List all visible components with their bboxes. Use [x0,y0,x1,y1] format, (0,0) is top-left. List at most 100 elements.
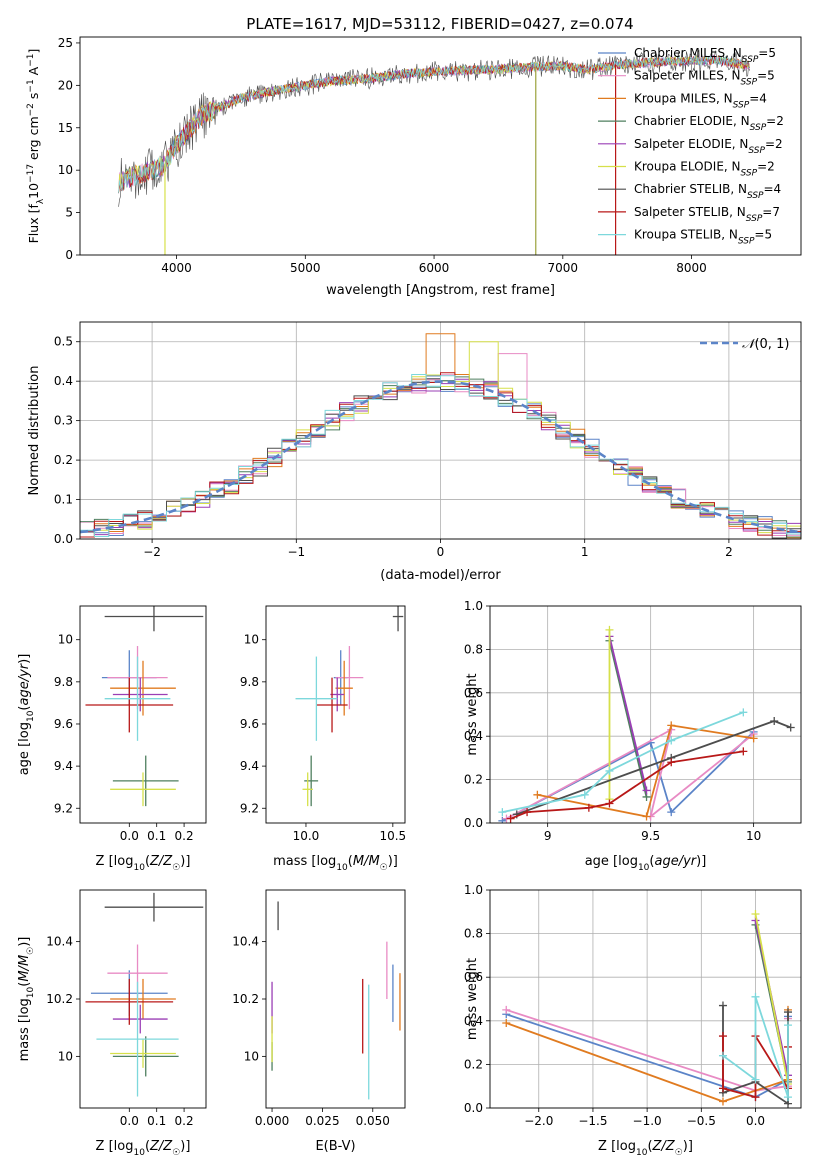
x-tick-label: 2 [725,545,733,559]
y-tick-label: 10.4 [232,935,259,949]
mass_vs_Z-frame [79,889,207,1109]
weight-marker [718,1097,727,1106]
weight-marker [718,1001,727,1010]
x-tick-label: 4000 [161,261,192,275]
mass_vs_ebv-frame [265,889,406,1109]
y-tick-label: 9.6 [240,717,259,731]
legend-label: Chabrier STELIB, NSSP=4 [634,182,781,201]
x-tick-label: 0.2 [175,829,194,843]
y-tick-label: 0.8 [464,927,483,941]
legend-label: Kroupa STELIB, NSSP=5 [634,228,772,247]
weight-series [608,636,648,791]
spectrum-xlabel: wavelength [Angstrom, rest frame] [326,283,555,298]
histogram-legend-label: 𝒩(0, 1) [742,337,789,352]
y-tick-label: 10 [58,1049,73,1063]
x-tick-label: 0.1 [147,829,166,843]
weight-series [501,731,755,822]
weight-marker [533,790,542,799]
x-tick-label: 9 [544,829,552,843]
age_vs_Z-frame [79,605,207,824]
weight-marker [786,723,795,732]
age_vs_Z-xlabel: Z [log10(Z/Z☉)] [96,854,191,873]
x-tick-label: −2.0 [524,1114,553,1128]
y-tick-label: 5 [65,206,73,220]
weight-series [608,640,648,798]
spectrum-axes: 4000 5000 6000 7000 8000 0 5 10 15 20 25 [58,36,707,275]
y-tick-label: 10 [58,633,73,647]
age_vs_mass-points [295,606,404,807]
weight-marker [667,736,676,745]
y-tick-label: 0.6 [464,970,483,984]
weight-marker [502,1018,511,1027]
y-tick-label: 1.0 [464,883,483,897]
x-tick-label: 0.000 [255,1114,289,1128]
weight-marker [580,790,589,799]
y-tick-label: 9.6 [54,717,73,731]
y-tick-label: 0.4 [464,1014,483,1028]
weight-series [510,750,744,820]
y-tick-label: 0.8 [464,642,483,656]
y-tick-label: 0.4 [54,374,73,388]
y-tick-label: 9.8 [240,675,259,689]
weight_vs_age-xlabel: age [log10(age/yr)] [585,854,707,873]
weight_vs_Z-axes: −2.0 −1.5 −1.0 −0.5 0.0 0.0 0.2 0.4 0.6 0.8 1.0 [464,883,801,1128]
y-tick-label: 0.2 [54,453,73,467]
weight_vs_age-axes: 9 9.5 10 0.0 0.2 0.4 0.6 0.8 1.0 [464,599,801,843]
x-tick-label: 6000 [419,261,450,275]
y-tick-label: 0.2 [464,1057,483,1071]
legend-label: Chabrier MILES, NSSP=5 [634,46,776,65]
spectrum-ylabel: Flux [fλ10−17 erg cm−2 s−1 A−1] [26,49,46,244]
y-tick-label: 0.1 [54,493,73,507]
age_vs_Z-axes: 0.0 0.1 0.2 9.2 9.4 9.6 9.8 10 [54,633,194,843]
x-tick-label: 10.5 [379,829,406,843]
x-tick-label: 0.025 [305,1114,339,1128]
weight-marker [739,708,748,717]
weight-marker [667,721,676,730]
mass_vs_ebv-points [271,901,401,1100]
mass_vs_Z-axes: 0.0 0.1 0.2 10 10.2 10.4 [46,935,193,1128]
y-tick-label: 10.4 [46,935,73,949]
x-tick-label: 7000 [548,261,579,275]
y-tick-label: 0.5 [54,335,73,349]
weight-marker [751,909,760,918]
weight-marker [718,1032,727,1041]
weight-marker [605,799,614,808]
weight-marker [739,747,748,756]
legend-label: Kroupa MILES, NSSP=4 [634,91,767,110]
weight_vs_Z-frame [489,889,802,1109]
mass_vs_Z-ylabel: mass [log10(M/M☉)] [17,937,36,1062]
y-tick-label: 0.2 [464,773,483,787]
weight-marker [751,992,760,1001]
y-tick-label: 0 [65,248,73,262]
y-tick-label: 20 [58,78,73,92]
weight_vs_Z-lines [502,909,792,1108]
mass_vs_Z-xlabel: Z [log10(Z/Z☉)] [96,1139,191,1158]
x-tick-label: −1 [287,545,305,559]
y-tick-label: 1.0 [464,599,483,613]
histogram-xlabel: (data-model)/error [380,568,501,583]
weight-marker [502,1005,511,1014]
y-tick-label: 0.6 [464,686,483,700]
spectrum-frame [79,36,802,256]
spectrum-legend: Chabrier MILES, NSSP=5 Salpeter MILES, NS… [598,46,784,247]
legend-label: Salpeter ELODIE, NSSP=2 [634,137,783,156]
weight-marker [523,808,532,817]
weight-marker [605,766,614,775]
weight-marker [667,808,676,817]
y-tick-label: 15 [58,121,73,135]
x-tick-label: 5000 [290,261,321,275]
weight-marker [584,803,593,812]
x-tick-label: 10.0 [293,829,320,843]
x-tick-label: 0.1 [147,1114,166,1128]
legend-label: Salpeter STELIB, NSSP=7 [634,205,780,224]
y-tick-label: 9.2 [240,801,259,815]
weight_vs_Z-xlabel: Z [log10(Z/Z☉)] [598,1139,693,1158]
age_vs_mass-xlabel: mass [log10(M/M☉)] [273,854,398,873]
histogram-steps [80,333,801,539]
x-tick-label: 1 [581,545,589,559]
weight-marker [783,1021,792,1030]
weight-marker [506,814,515,823]
x-tick-label: 0.0 [120,829,139,843]
y-tick-label: 0.0 [54,532,73,546]
